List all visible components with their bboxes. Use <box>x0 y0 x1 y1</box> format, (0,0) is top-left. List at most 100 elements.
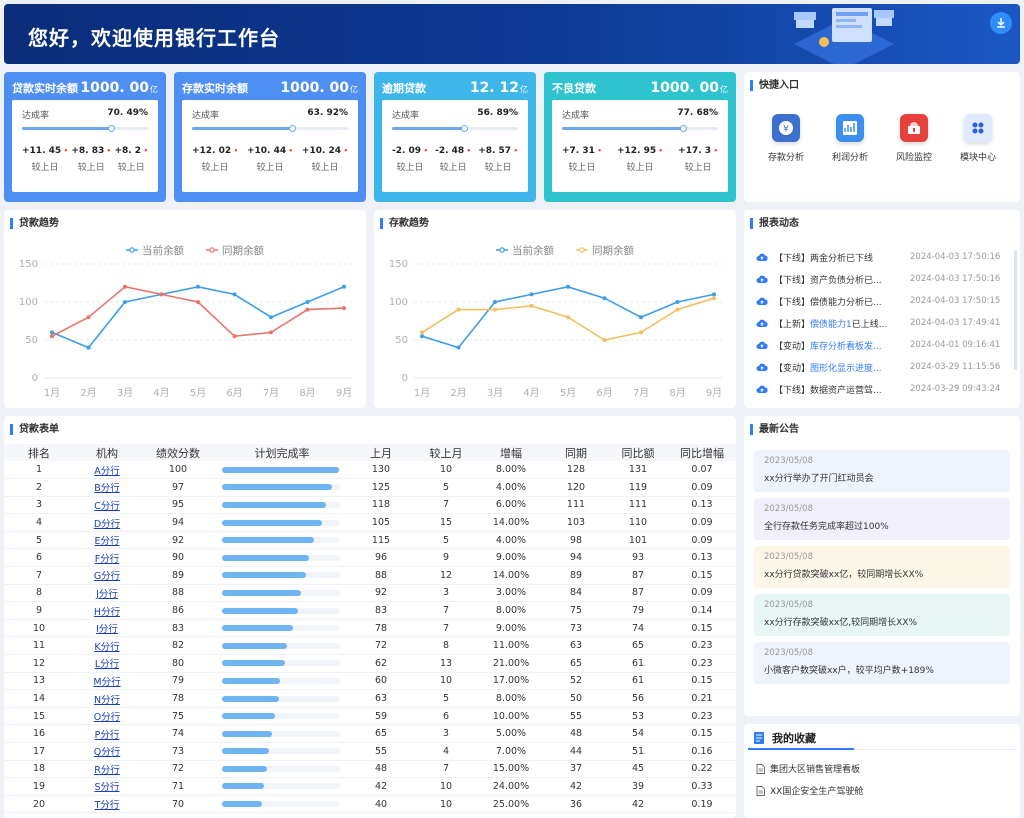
table-row[interactable]: 19 S分行 71 42 10 24.00% 42 39 0.33 <box>4 777 736 796</box>
report-item[interactable]: 【下线】偿债能力分析已... 2024-04-03 17:50:15 <box>756 290 1012 312</box>
org-link[interactable]: T分行 <box>94 800 120 812</box>
column-header[interactable]: 同比额 <box>608 444 668 461</box>
column-header[interactable]: 较上月 <box>414 444 478 461</box>
table-row[interactable]: 13 M分行 79 60 10 17.00% 52 61 0.15 <box>4 672 736 691</box>
data-point[interactable] <box>456 345 461 350</box>
org-link[interactable]: P分行 <box>94 729 120 741</box>
org-link[interactable]: R分行 <box>94 764 120 776</box>
data-point[interactable] <box>50 330 54 335</box>
data-point[interactable] <box>639 330 643 335</box>
table-row[interactable]: 7 G分行 89 88 12 14.00% 89 87 0.15 <box>4 566 736 585</box>
cell-org[interactable]: T分行 <box>74 795 140 814</box>
table-row[interactable]: 1 A分行 100 130 10 8.00% 128 131 0.07 <box>4 461 736 480</box>
announcement-card[interactable]: 2023/05/08 xx分行贷款突破xx亿，较同期增长XX% <box>754 546 1010 588</box>
cell-org[interactable]: J分行 <box>74 584 140 603</box>
cell-org[interactable]: A分行 <box>74 461 140 480</box>
legend-item[interactable]: 同期余额 <box>206 244 264 257</box>
table-row[interactable]: 16 P分行 74 65 3 5.00% 48 54 0.15 <box>4 724 736 743</box>
report-item[interactable]: 【变动】图形化显示进度... 2024-03-29 11:15:56 <box>756 356 1012 378</box>
table-row[interactable]: 2 B分行 97 125 5 4.00% 120 119 0.09 <box>4 478 736 497</box>
data-point[interactable] <box>86 315 91 320</box>
data-point[interactable] <box>269 330 273 335</box>
org-link[interactable]: M分行 <box>93 676 121 688</box>
data-point[interactable] <box>712 292 716 297</box>
cell-org[interactable]: L分行 <box>74 654 140 673</box>
report-item[interactable]: 【上新】偿债能力1已上线... 2024-04-03 17:49:41 <box>756 312 1012 334</box>
data-point[interactable] <box>196 300 200 304</box>
favorite-item[interactable]: XX国企安全生产驾驶舱 <box>756 784 863 797</box>
org-link[interactable]: D分行 <box>93 518 121 530</box>
data-point[interactable] <box>232 334 237 339</box>
report-item[interactable]: 【变动】库存分析看板发... 2024-04-01 09:16:41 <box>756 334 1012 356</box>
data-point[interactable] <box>529 303 534 308</box>
table-row[interactable]: 11 K分行 82 72 8 11.00% 63 65 0.23 <box>4 636 736 656</box>
org-link[interactable]: G分行 <box>93 571 121 583</box>
org-link[interactable]: Q分行 <box>93 747 121 759</box>
data-point[interactable] <box>675 300 680 304</box>
cell-org[interactable]: S分行 <box>74 777 140 796</box>
data-point[interactable] <box>456 307 461 312</box>
cell-org[interactable]: H分行 <box>74 601 140 620</box>
cell-org[interactable]: P分行 <box>74 724 140 743</box>
org-link[interactable]: F分行 <box>94 553 120 565</box>
data-point[interactable] <box>159 292 164 297</box>
org-link[interactable]: E分行 <box>94 536 120 548</box>
data-point[interactable] <box>420 330 424 335</box>
data-point[interactable] <box>305 307 310 312</box>
org-link[interactable]: I分行 <box>96 624 118 636</box>
data-point[interactable] <box>420 334 424 339</box>
data-point[interactable] <box>602 338 607 342</box>
org-link[interactable]: O分行 <box>93 712 121 724</box>
data-point[interactable] <box>342 284 346 289</box>
data-point[interactable] <box>675 307 680 312</box>
cell-org[interactable]: M分行 <box>74 672 140 691</box>
quick-entry-item[interactable]: 模块中心 <box>960 114 996 163</box>
cell-org[interactable]: O分行 <box>74 707 140 726</box>
announcement-card[interactable]: 2023/05/08 全行存款任务完成率超过100% <box>754 498 1010 540</box>
data-point[interactable] <box>712 296 716 301</box>
cell-org[interactable]: I分行 <box>74 619 140 638</box>
table-row[interactable]: 17 Q分行 73 55 4 7.00% 44 51 0.16 <box>4 742 736 761</box>
legend-item[interactable]: 当前余额 <box>496 244 554 257</box>
table-row[interactable]: 18 R分行 72 48 7 15.00% 37 45 0.22 <box>4 760 736 779</box>
column-header[interactable]: 上月 <box>348 444 414 461</box>
table-row[interactable]: 8 J分行 88 92 3 3.00% 84 87 0.09 <box>4 584 736 603</box>
quick-entry-item[interactable]: 利润分析 <box>832 114 868 163</box>
table-row[interactable]: 12 L分行 80 62 13 21.00% 65 61 0.23 <box>4 654 736 673</box>
quick-entry-item[interactable]: ¥ 存款分析 <box>768 114 804 163</box>
cell-org[interactable]: C分行 <box>74 496 140 515</box>
announcement-card[interactable]: 2023/05/08 小微客户数突破xx户，较平均户数+189% <box>754 642 1010 684</box>
data-point[interactable] <box>232 292 237 297</box>
favorite-item[interactable]: 集团大区销售管理看板 <box>756 762 860 775</box>
cell-org[interactable]: N分行 <box>74 689 140 708</box>
cell-org[interactable]: D分行 <box>74 513 140 532</box>
report-item[interactable]: 【下线】数据资产运营驾... 2024-03-29 09:43:24 <box>756 378 1012 400</box>
data-point[interactable] <box>86 345 91 350</box>
kpi-card[interactable]: 不良贷款 1000. 00亿 达成率 77. 68% +7. 31 • 较上日 +12. 9… <box>544 72 736 202</box>
column-header[interactable]: 计划完成率 <box>216 444 348 461</box>
cell-org[interactable]: F分行 <box>74 548 140 568</box>
cell-org[interactable]: K分行 <box>74 636 140 656</box>
quick-entry-item[interactable]: 风险监控 <box>896 114 932 163</box>
table-row[interactable]: 9 H分行 86 83 7 8.00% 75 79 0.14 <box>4 601 736 620</box>
data-point[interactable] <box>196 284 200 289</box>
announcement-card[interactable]: 2023/05/08 xx分行举办了开门红动员会 <box>754 450 1010 492</box>
cell-org[interactable]: Q分行 <box>74 742 140 761</box>
cell-org[interactable]: R分行 <box>74 760 140 779</box>
cell-org[interactable]: G分行 <box>74 566 140 585</box>
data-point[interactable] <box>566 315 570 320</box>
column-header[interactable]: 机构 <box>74 444 140 461</box>
data-point[interactable] <box>123 284 127 289</box>
column-header[interactable]: 绩效分数 <box>140 444 216 461</box>
org-link[interactable]: A分行 <box>94 465 120 477</box>
report-scrollbar[interactable] <box>1014 250 1017 370</box>
download-button[interactable] <box>990 12 1012 34</box>
column-header[interactable]: 同期 <box>544 444 608 461</box>
report-item[interactable]: 【下线】资产负债分析已... 2024-04-03 17:50:16 <box>756 268 1012 290</box>
data-point[interactable] <box>639 315 643 320</box>
data-point[interactable] <box>566 284 570 289</box>
org-link[interactable]: J分行 <box>96 588 118 600</box>
kpi-card[interactable]: 存款实时余额 1000. 00亿 达成率 63. 92% +12. 02 • 较上日 +10… <box>174 72 366 202</box>
column-header[interactable]: 同比增幅 <box>668 444 736 461</box>
org-link[interactable]: K分行 <box>94 641 120 653</box>
